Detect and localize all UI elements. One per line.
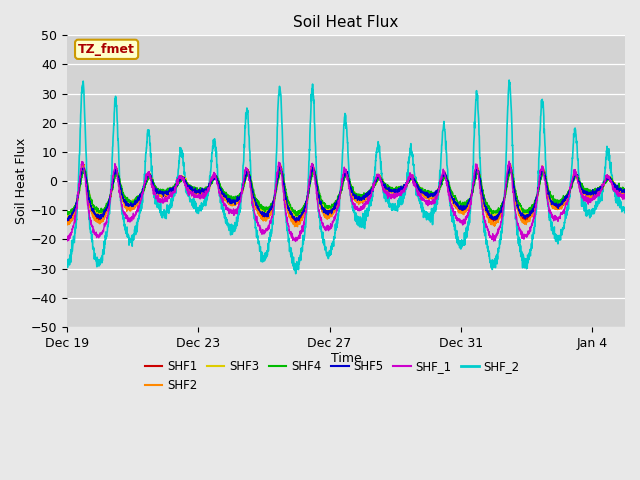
SHF_1 — [621, 196, 629, 202]
SHF_1 — [506, 158, 513, 164]
SHF4 — [176, 179, 184, 185]
SHF4 — [370, 182, 378, 188]
SHF1 — [184, 183, 191, 189]
SHF5 — [371, 183, 378, 189]
SHF5 — [503, 176, 511, 182]
SHF5 — [177, 178, 184, 183]
Line: SHF2: SHF2 — [67, 164, 625, 227]
SHF2 — [621, 192, 629, 197]
SHF4 — [184, 181, 191, 187]
SHF3 — [63, 215, 71, 221]
SHF_2 — [231, 228, 239, 234]
SHF_2 — [176, 145, 184, 151]
X-axis label: Time: Time — [331, 352, 362, 365]
SHF3 — [184, 181, 192, 187]
SHF1 — [371, 183, 378, 189]
SHF5 — [64, 218, 72, 224]
Line: SHF4: SHF4 — [67, 169, 625, 216]
SHF1 — [231, 201, 239, 207]
SHF3 — [231, 198, 239, 204]
SHF4 — [621, 187, 629, 193]
SHF_1 — [176, 173, 184, 179]
SHF5 — [63, 216, 71, 222]
Line: SHF5: SHF5 — [67, 165, 625, 221]
SHF_1 — [63, 238, 71, 244]
SHF4 — [503, 184, 511, 190]
SHF4 — [506, 166, 514, 172]
SHF_2 — [184, 189, 191, 195]
SHF3 — [371, 184, 378, 190]
SHF2 — [231, 203, 239, 208]
SHF2 — [63, 220, 71, 226]
SHF1 — [621, 190, 629, 196]
SHF_1 — [184, 188, 191, 193]
SHF4 — [294, 213, 301, 218]
SHF4 — [63, 208, 71, 214]
SHF_2 — [506, 77, 513, 83]
SHF4 — [107, 192, 115, 198]
SHF3 — [108, 189, 115, 195]
SHF_1 — [370, 183, 378, 189]
SHF2 — [370, 180, 378, 186]
SHF3 — [503, 182, 511, 188]
SHF2 — [107, 191, 115, 196]
SHF_1 — [107, 188, 115, 193]
Line: SHF_2: SHF_2 — [67, 80, 625, 274]
Line: SHF1: SHF1 — [67, 165, 625, 224]
SHF_2 — [292, 271, 300, 276]
SHF_2 — [621, 205, 629, 211]
Text: TZ_fmet: TZ_fmet — [78, 43, 135, 56]
Legend: SHF1, SHF2, SHF3, SHF4, SHF5, SHF_1, SHF_2: SHF1, SHF2, SHF3, SHF4, SHF5, SHF_1, SHF… — [140, 355, 524, 396]
SHF3 — [177, 177, 184, 182]
SHF5 — [184, 183, 191, 189]
SHF2 — [503, 176, 511, 181]
SHF2 — [184, 183, 191, 189]
Y-axis label: Soil Heat Flux: Soil Heat Flux — [15, 138, 28, 224]
Line: SHF3: SHF3 — [67, 167, 625, 218]
SHF4 — [231, 196, 239, 202]
SHF1 — [63, 219, 71, 225]
SHF1 — [503, 175, 511, 181]
SHF_1 — [292, 239, 300, 244]
SHF1 — [107, 190, 115, 196]
SHF5 — [309, 162, 317, 168]
SHF5 — [621, 188, 629, 194]
SHF5 — [107, 187, 115, 193]
SHF1 — [291, 221, 299, 227]
SHF_2 — [370, 174, 378, 180]
SHF3 — [63, 216, 71, 221]
SHF2 — [507, 161, 515, 167]
SHF_1 — [503, 171, 511, 177]
SHF3 — [80, 164, 88, 170]
SHF3 — [621, 187, 629, 193]
SHF2 — [176, 176, 184, 181]
SHF1 — [80, 162, 88, 168]
SHF_2 — [63, 264, 71, 270]
SHF5 — [231, 198, 239, 204]
SHF_2 — [503, 128, 511, 133]
SHF2 — [294, 224, 301, 229]
SHF_2 — [107, 186, 115, 192]
Title: Soil Heat Flux: Soil Heat Flux — [293, 15, 399, 30]
SHF1 — [177, 174, 184, 180]
SHF_1 — [231, 208, 239, 214]
Line: SHF_1: SHF_1 — [67, 161, 625, 241]
